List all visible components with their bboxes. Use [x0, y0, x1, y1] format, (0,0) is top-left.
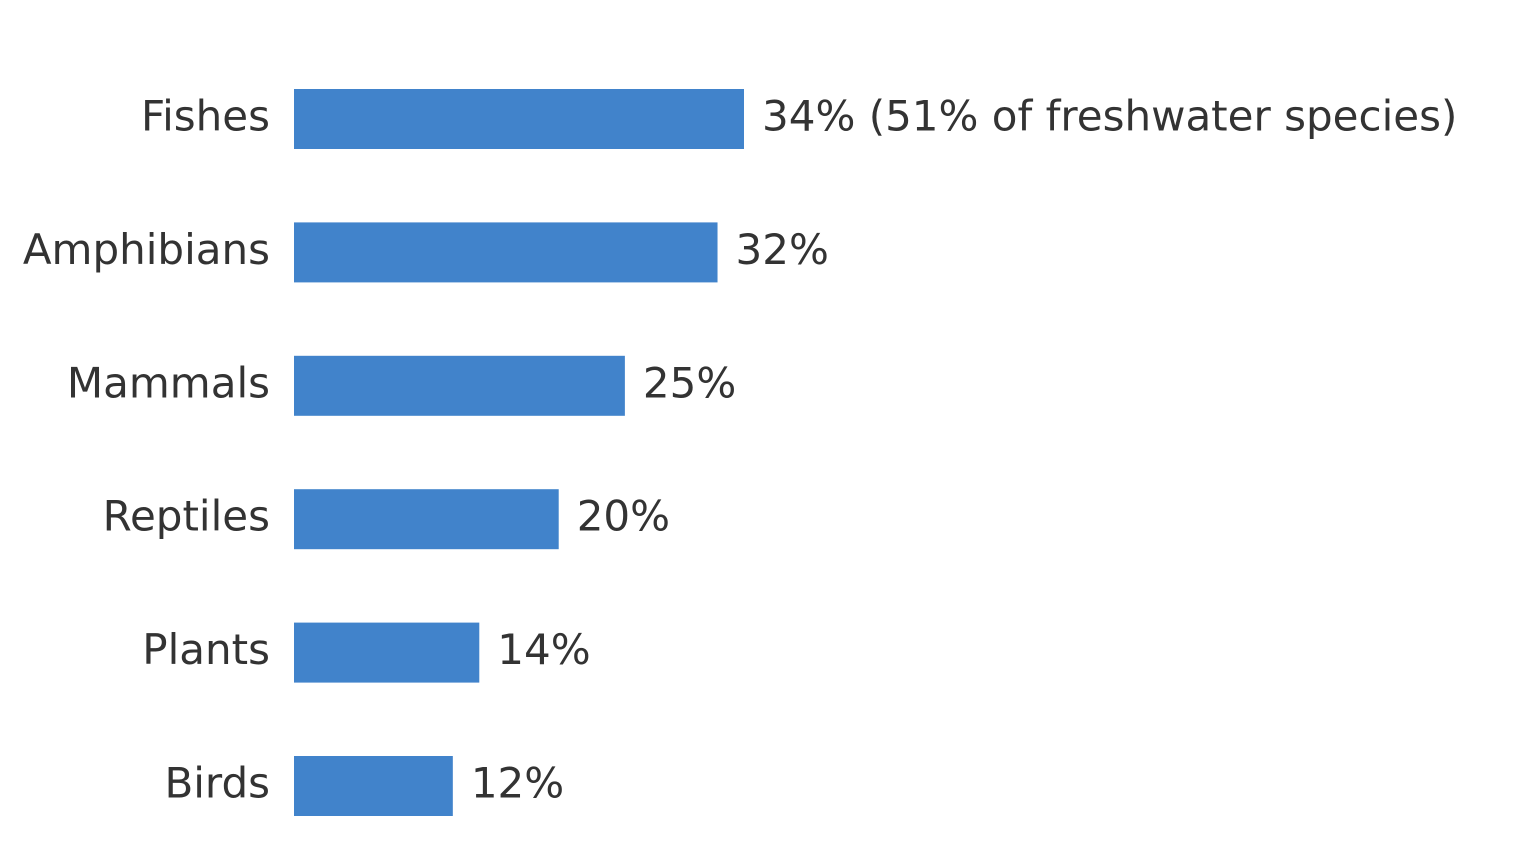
value-label: 34% (51% of freshwater species): [762, 92, 1457, 141]
bar: [294, 756, 453, 816]
value-label: 12%: [471, 759, 564, 808]
bar: [294, 622, 480, 683]
bar: [294, 489, 559, 550]
category-label: Plants: [142, 625, 270, 674]
value-label: 20%: [577, 492, 670, 541]
bar: [294, 89, 744, 149]
category-label: Reptiles: [103, 492, 270, 541]
bar: [294, 222, 718, 283]
value-label: 25%: [643, 358, 736, 407]
bar: [294, 355, 625, 416]
value-label: 32%: [736, 225, 829, 274]
category-label: Fishes: [141, 92, 270, 141]
category-label: Mammals: [67, 358, 270, 407]
category-label: Birds: [164, 759, 270, 808]
category-label: Amphibians: [23, 225, 270, 274]
value-label: 14%: [497, 625, 590, 674]
